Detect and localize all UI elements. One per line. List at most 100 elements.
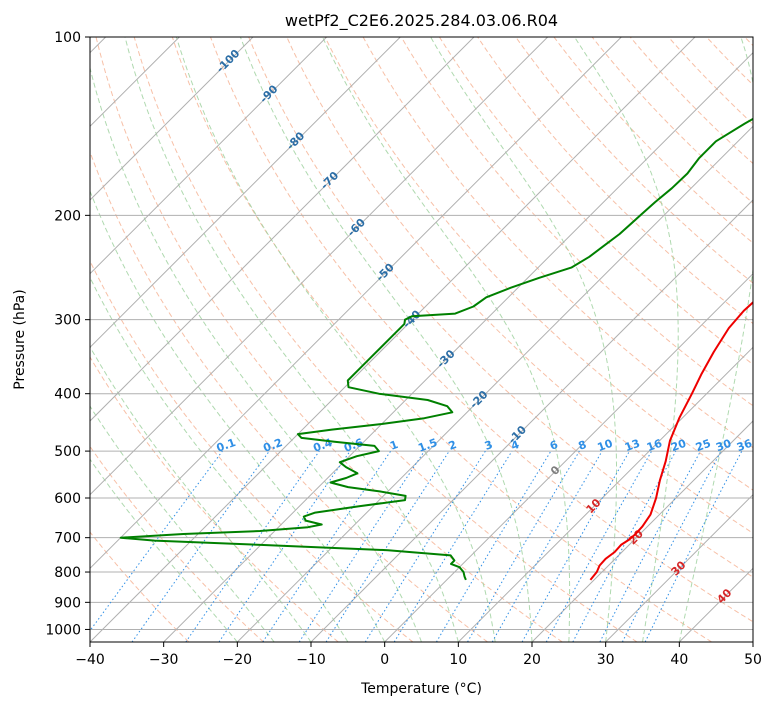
mixing-ratio-label: 25 [694, 437, 713, 454]
x-tick-label: 20 [523, 652, 541, 668]
dry-adiabat-label: 20 [626, 527, 646, 547]
dry-adiabat-line [90, 259, 414, 642]
y-tick-label: 700 [54, 531, 81, 547]
mixing-ratio-label: 36 [735, 437, 754, 455]
y-tick-label: 400 [54, 387, 81, 403]
y-tick-label: 900 [54, 595, 81, 611]
mixing-ratio-label: 6 [548, 438, 560, 453]
mixing-ratio-label: 0.1 [215, 436, 238, 455]
x-tick-label: −10 [296, 652, 326, 668]
mixing-ratio-line [621, 450, 722, 642]
moist-adiabat-line [90, 65, 422, 642]
moist-adiabat-line [574, 37, 679, 642]
x-tick-label: 0 [380, 652, 389, 668]
moist-adiabat-line [239, 37, 533, 642]
mixing-ratio-label: 0.6 [342, 436, 365, 455]
moist-adiabats [90, 37, 753, 642]
dry-adiabat-line [744, 37, 753, 47]
isotherm-line [531, 420, 753, 642]
background-line-labels: -100-90-80-70-60-50-40-30-20-1000.1 0.2 0.… [214, 47, 754, 607]
y-tick-label: 800 [54, 565, 81, 581]
mixing-ratio-label: 0.2 [262, 436, 285, 455]
y-tick-label: 300 [54, 313, 81, 329]
profile-series [119, 117, 753, 581]
mixing-ratio-label: 3 [483, 438, 495, 453]
y-tick-label: 100 [54, 30, 81, 46]
dry-adiabat-line [210, 37, 753, 623]
mixing-ratio-line [185, 450, 320, 642]
mixing-ratio-line [521, 450, 630, 642]
dry-adiabat-line [324, 37, 753, 491]
y-tick-label: 1000 [45, 622, 81, 638]
x-tick-label: −40 [75, 652, 105, 668]
moist-adiabat-line [678, 37, 753, 642]
mixing-ratio-label: 16 [645, 437, 664, 455]
isotherm-line [90, 37, 254, 201]
dewpoint-profile-line [119, 117, 753, 581]
isotherm-label: -30 [434, 347, 457, 370]
mixing-ratio-line [545, 450, 653, 642]
dry-adiabat-line [90, 445, 264, 642]
y-tick-label: 200 [54, 208, 81, 224]
mixing-ratio-lines [90, 450, 743, 642]
moist-adiabat-line [322, 37, 571, 642]
mixing-ratio-line [572, 450, 677, 642]
mixing-ratio-line [218, 450, 351, 642]
dry-adiabat-line [90, 356, 339, 642]
x-axis-ticks: −40 −30 −20 −10 0 10 20 30 40 50 [75, 642, 762, 668]
mixing-ratio-label: 8 [577, 438, 589, 453]
dry-adiabat-line [90, 531, 190, 642]
isotherm-line [163, 51, 753, 642]
isotherm-line [310, 199, 753, 642]
x-tick-label: 50 [744, 652, 762, 668]
mixing-ratio-label: 30 [714, 437, 733, 455]
x-tick-label: −30 [149, 652, 179, 668]
isobars [90, 37, 753, 630]
mixing-ratio-label: 1.5 [416, 436, 439, 455]
y-axis-label: Pressure (hPa) [12, 289, 28, 389]
moist-adiabat-line [90, 345, 312, 642]
moist-adiabat-line [175, 37, 496, 642]
x-tick-label: 30 [597, 652, 615, 668]
isotherm-line [236, 125, 753, 642]
y-axis-ticks: 100 200 300 400 500 600 700 800 900 1000 [45, 30, 90, 638]
dry-adiabat-line [400, 37, 753, 407]
x-tick-label: 10 [449, 652, 467, 668]
moist-adiabat-line [430, 37, 617, 642]
dry-adiabat-line [95, 37, 563, 642]
chart-title: wetPf2_C2E6.2025.284.03.06.R04 [285, 11, 558, 31]
isotherm-line [90, 37, 401, 349]
isotherm-line [90, 37, 549, 496]
mixing-ratio-line [131, 450, 270, 642]
x-tick-label: −20 [223, 652, 253, 668]
mixing-ratio-line [467, 450, 580, 642]
plot-frame [89, 36, 754, 643]
isotherm-line [90, 37, 328, 275]
dry-adiabat-line [438, 37, 753, 366]
isotherm-line [90, 37, 622, 570]
dry-adiabat-line [133, 37, 638, 642]
moist-adiabat-line [90, 189, 386, 642]
moist-adiabat-line [90, 405, 275, 642]
x-tick-label: 40 [670, 652, 688, 668]
moist-adiabat-line [124, 37, 459, 642]
mixing-ratio-line [325, 450, 450, 642]
moist-adiabat-line [90, 276, 349, 642]
dry-adiabat-line [90, 150, 488, 642]
mixing-ratio-line [393, 450, 513, 642]
isotherm-line [678, 567, 753, 642]
mixing-ratio-line [90, 450, 223, 632]
mixing-ratio-line [644, 450, 743, 642]
dry-adiabat-line [515, 37, 753, 284]
dry-adiabat-line [248, 37, 753, 578]
y-tick-label: 600 [54, 491, 81, 507]
dry-adiabats [90, 37, 753, 642]
isotherm-line [384, 272, 753, 642]
mixing-ratio-label: 1 [388, 438, 400, 453]
moist-adiabat-line [90, 458, 238, 642]
isotherm-line [605, 493, 753, 642]
plot-area: -100-90-80-70-60-50-40-30-20-1000.1 0.2 0.… [90, 37, 754, 642]
mixing-ratio-line [599, 450, 701, 642]
mixing-ratio-label: 10 [596, 437, 615, 455]
